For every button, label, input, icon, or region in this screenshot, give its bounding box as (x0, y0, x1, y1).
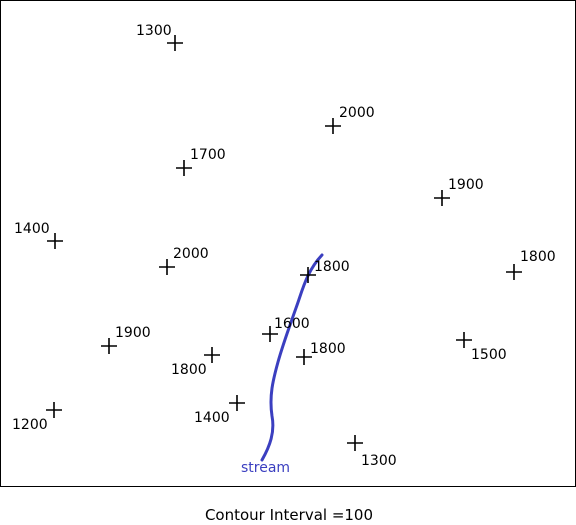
cross-marker-icon (300, 267, 316, 283)
cross-marker-icon (296, 349, 312, 365)
cross-marker-icon (47, 233, 63, 249)
elevation-label: 1800 (314, 259, 350, 275)
elevation-point: 1900 (434, 177, 484, 206)
cross-marker-icon (101, 338, 117, 354)
elevation-label: 2000 (339, 105, 375, 121)
elevation-label: 1300 (361, 453, 397, 469)
elevation-point: 2000 (325, 105, 375, 134)
cross-marker-icon (167, 35, 183, 51)
contour-interval-caption: Contour Interval =100 (205, 506, 373, 524)
elevation-label: 1800 (520, 249, 556, 265)
elevation-label: 1400 (14, 221, 50, 237)
elevation-label: 1700 (190, 147, 226, 163)
elevation-markers: 1300 2000 1700 1900 1400 2000 1800 1800 (12, 23, 556, 469)
cross-marker-icon (434, 190, 450, 206)
stream-line (260, 253, 324, 462)
elevation-label: 1900 (115, 325, 151, 341)
cross-marker-icon (325, 118, 341, 134)
elevation-point: 1500 (456, 332, 507, 363)
cross-marker-icon (159, 259, 175, 275)
elevation-label: 1200 (12, 417, 48, 433)
elevation-point: 1800 (296, 341, 346, 365)
cross-marker-icon (229, 395, 245, 411)
elevation-label: 2000 (173, 246, 209, 262)
cross-marker-icon (262, 326, 278, 342)
elevation-point: 1300 (347, 435, 397, 469)
cross-marker-icon (176, 160, 192, 176)
elevation-point: 2000 (159, 246, 209, 275)
cross-marker-icon (46, 402, 62, 418)
cross-marker-icon (456, 332, 472, 348)
elevation-label: 1600 (274, 316, 310, 332)
cross-marker-icon (204, 347, 220, 363)
elevation-point: 1400 (14, 221, 63, 249)
elevation-label: 1300 (136, 23, 172, 39)
elevation-point: 1800 (506, 249, 556, 280)
elevation-label: 1900 (448, 177, 484, 193)
elevation-point: 1800 (171, 347, 220, 378)
elevation-label: 1800 (171, 362, 207, 378)
elevation-label: 1500 (471, 347, 507, 363)
elevation-point: 1800 (300, 259, 350, 283)
elevation-point: 1400 (194, 395, 245, 426)
elevation-point: 1700 (176, 147, 226, 176)
cross-marker-icon (347, 435, 363, 451)
elevation-point: 1600 (262, 316, 310, 342)
elevation-label: 1400 (194, 410, 230, 426)
map-frame (0, 0, 576, 487)
elevation-point: 1300 (136, 23, 183, 51)
cross-marker-icon (506, 264, 522, 280)
elevation-label: 1800 (310, 341, 346, 357)
stream-label: stream (241, 460, 290, 476)
elevation-point: 1900 (101, 325, 151, 354)
elevation-point: 1200 (12, 402, 62, 433)
